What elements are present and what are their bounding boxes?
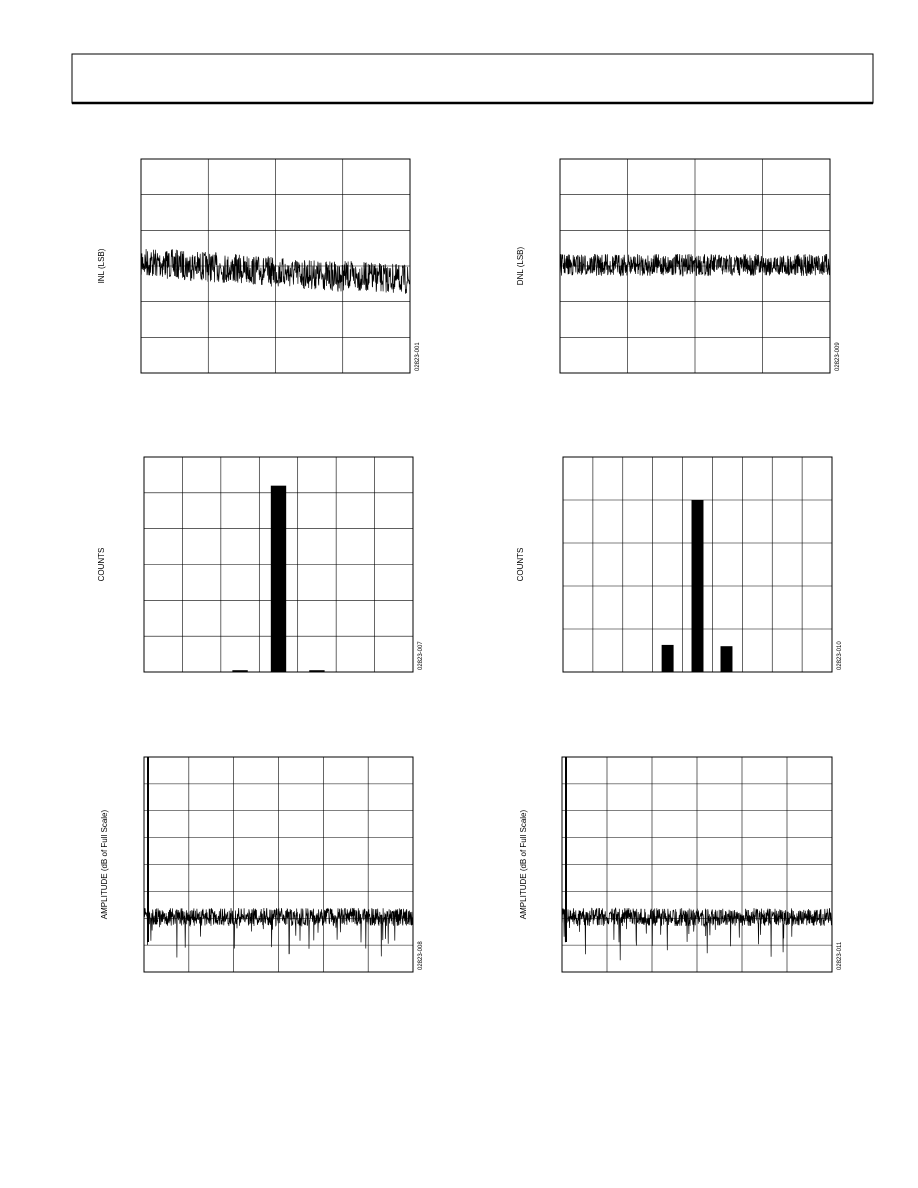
figure: COUNTS 02823-007: [97, 456, 424, 673]
plot-frame: [143, 756, 414, 973]
histogram-bar: [720, 646, 733, 672]
figure-code: 02823-001: [415, 342, 421, 371]
figure-code: 02823-009: [835, 342, 841, 371]
figure: DNL (LSB) 02823-009: [516, 158, 841, 374]
y-axis-label: COUNTS: [97, 548, 106, 582]
figure: AMPLITUDE (dB of Full Scale) 02823-011: [519, 756, 843, 973]
figure-code: 02823-007: [418, 641, 424, 670]
trace: [143, 907, 414, 958]
histogram-bar: [232, 670, 248, 672]
trace: [140, 246, 411, 294]
plot-frame: [561, 756, 833, 973]
figure-code: 02823-008: [418, 941, 424, 970]
histogram-bar: [270, 485, 287, 672]
histogram-bar: [309, 670, 325, 672]
plot-frame: [559, 158, 831, 374]
y-axis-label: AMPLITUDE (dB of Full Scale): [100, 809, 109, 919]
figure: AMPLITUDE (dB of Full Scale) 02823-008: [100, 756, 424, 973]
plot-frame: [143, 456, 414, 673]
trace: [561, 907, 833, 961]
figure-code: 02823-010: [837, 641, 843, 670]
figure-code: 02823-011: [837, 941, 843, 970]
figure: INL (LSB) 02823-001: [97, 158, 421, 374]
y-axis-label: DNL (LSB): [516, 246, 525, 285]
header-box: [71, 53, 874, 104]
plot-frame: [562, 456, 833, 673]
plot-frame: [140, 158, 411, 374]
figure: COUNTS 02823-010: [516, 456, 843, 673]
y-axis-label: COUNTS: [516, 548, 525, 582]
y-axis-label: INL (LSB): [97, 248, 106, 283]
histogram-bar: [691, 500, 704, 672]
y-axis-label: AMPLITUDE (dB of Full Scale): [519, 809, 528, 919]
histogram-bar: [661, 644, 674, 672]
trace: [559, 253, 831, 277]
